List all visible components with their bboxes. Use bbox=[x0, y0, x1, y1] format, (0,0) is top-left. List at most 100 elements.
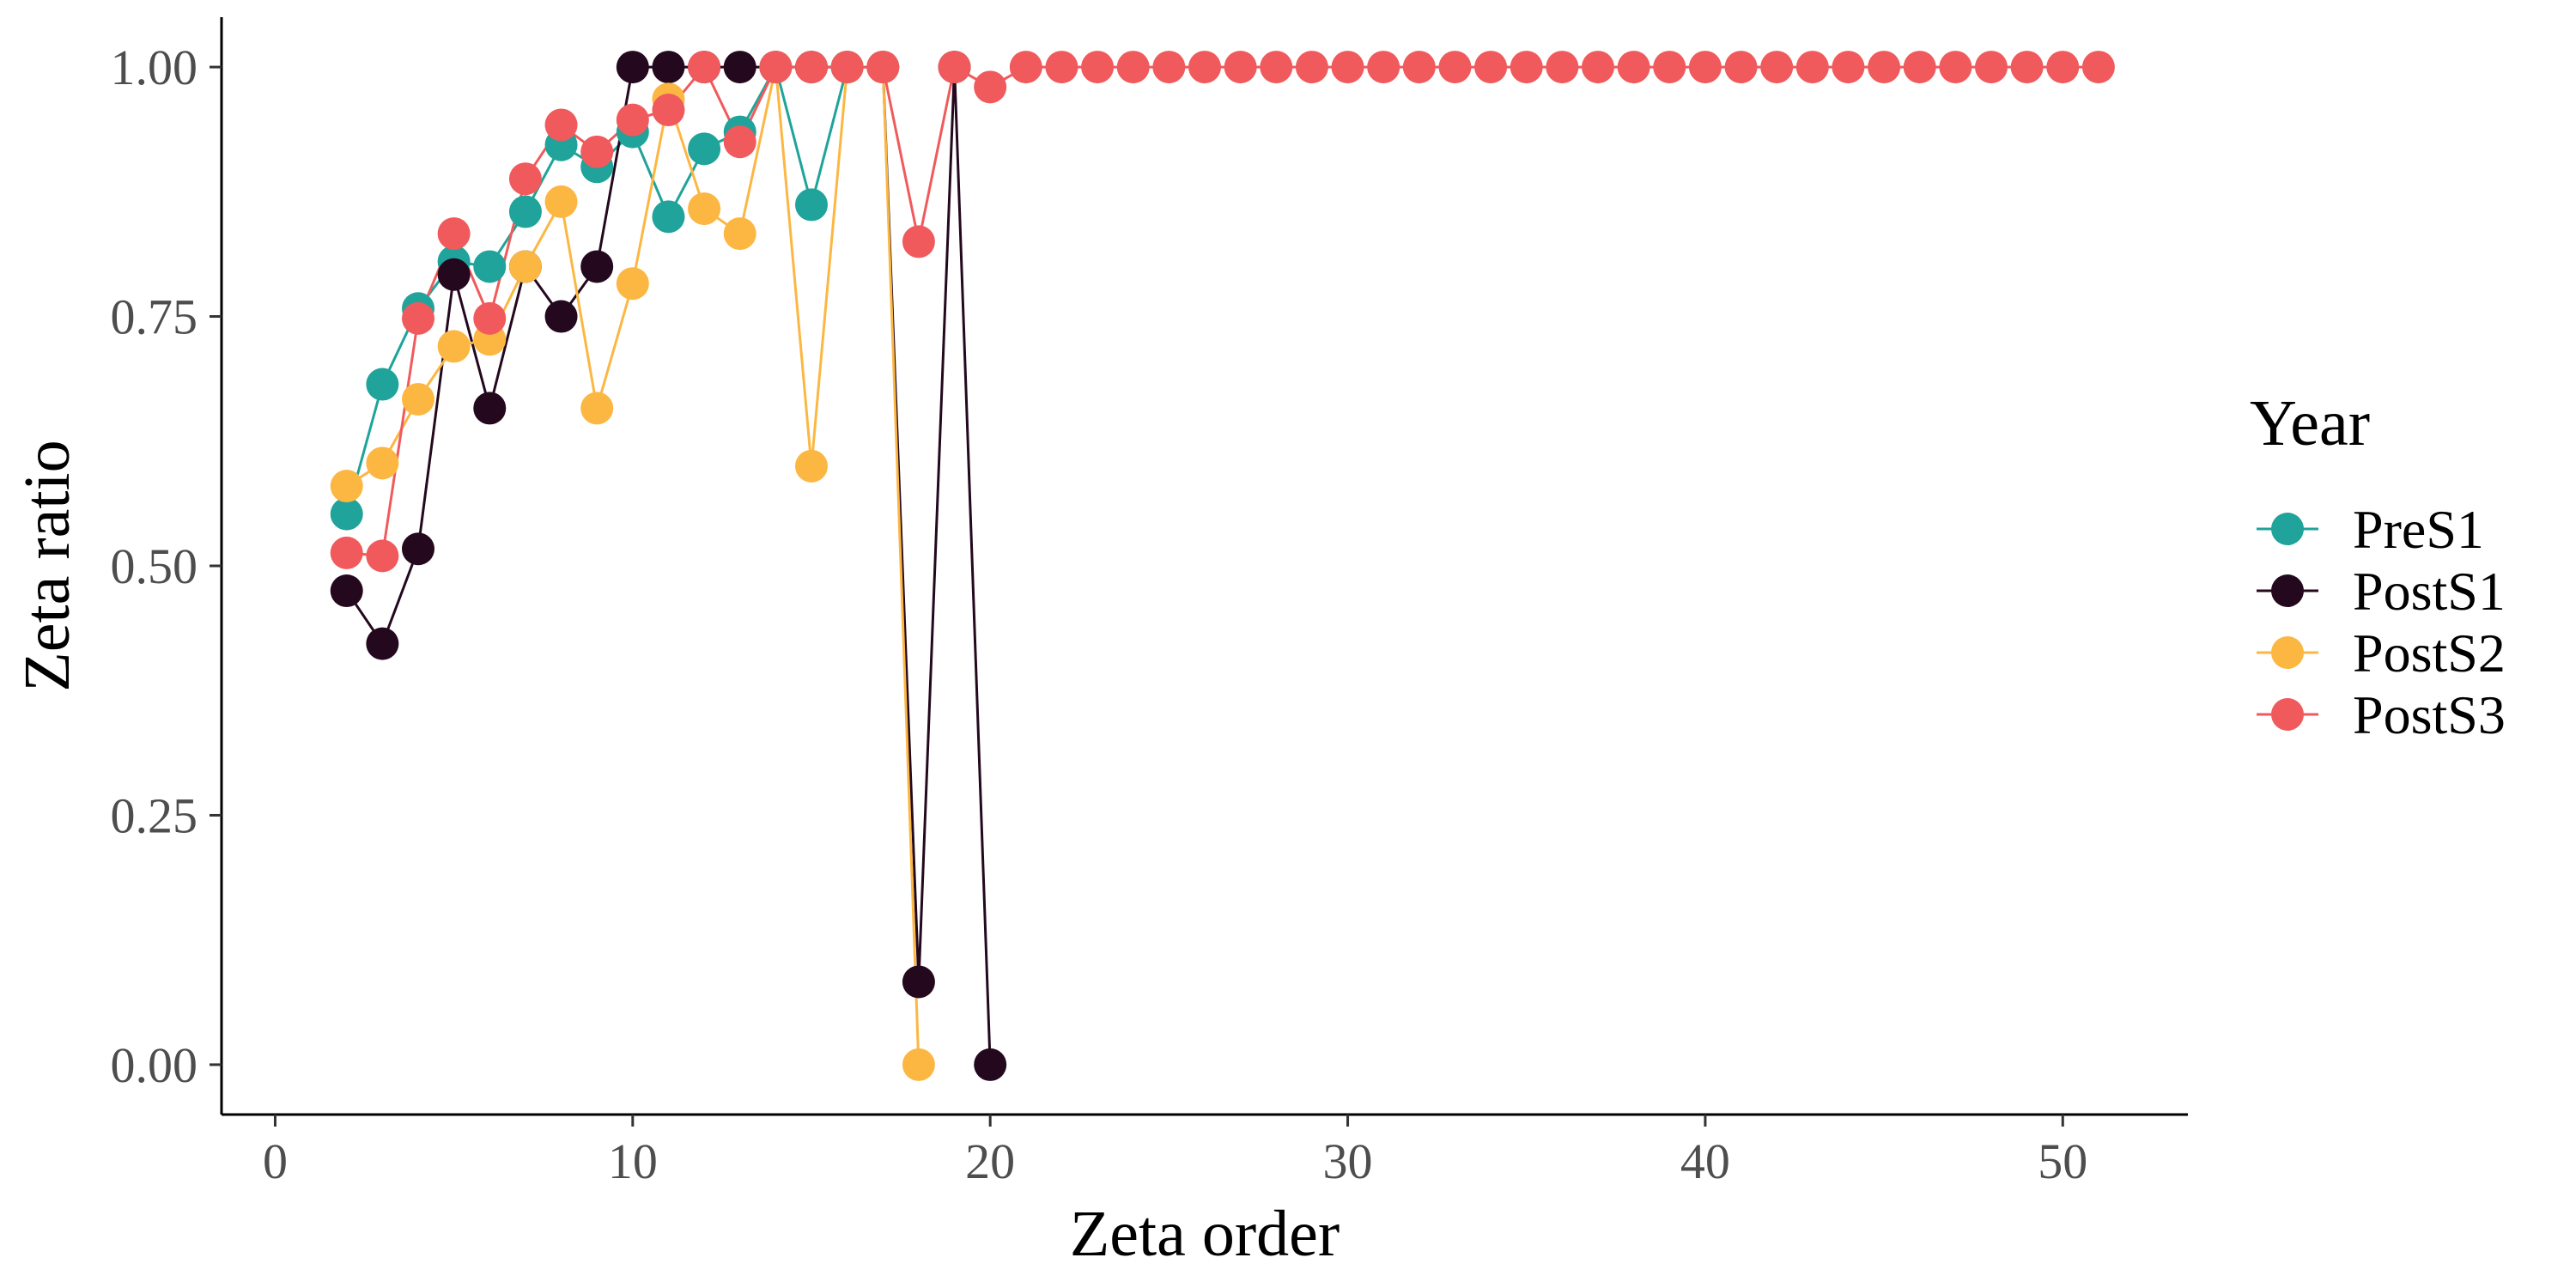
data-point bbox=[723, 51, 756, 84]
data-point bbox=[866, 51, 900, 84]
y-tick-label: 0.25 bbox=[111, 787, 198, 843]
data-point bbox=[1152, 51, 1186, 84]
data-point bbox=[544, 185, 578, 218]
data-point bbox=[1975, 51, 2008, 84]
data-point bbox=[1474, 51, 1508, 84]
data-point bbox=[1295, 51, 1328, 84]
series-PreS1 bbox=[345, 64, 884, 514]
data-point bbox=[616, 103, 649, 137]
data-point bbox=[1582, 51, 1614, 84]
x-axis-title: Zeta order bbox=[1070, 1198, 1340, 1270]
x-axis-ticks: 0 10 20 30 40 50 bbox=[263, 1115, 2087, 1189]
data-point bbox=[544, 108, 578, 142]
data-point bbox=[437, 258, 471, 291]
data-point bbox=[1188, 51, 1221, 84]
series-line bbox=[345, 65, 920, 1065]
data-point bbox=[580, 392, 614, 425]
data-point bbox=[544, 300, 578, 333]
data-point bbox=[402, 532, 434, 566]
y-axis-ticks: 0.00 0.25 0.50 0.75 1.00 bbox=[111, 39, 222, 1093]
data-point bbox=[974, 70, 1007, 104]
data-point bbox=[723, 217, 756, 251]
data-point bbox=[1438, 51, 1472, 84]
data-point bbox=[580, 135, 614, 168]
data-point bbox=[688, 51, 721, 84]
data-point bbox=[902, 225, 935, 258]
series-PostS3 bbox=[346, 64, 2099, 557]
data-point bbox=[508, 195, 542, 228]
x-tick-label: 40 bbox=[1680, 1133, 1730, 1189]
x-tick-label: 0 bbox=[263, 1133, 288, 1189]
data-point bbox=[437, 330, 471, 363]
y-tick-label: 0.00 bbox=[111, 1037, 198, 1093]
data-point bbox=[688, 192, 721, 226]
y-tick-label: 0.75 bbox=[111, 289, 198, 345]
series-points-PostS2 bbox=[330, 51, 935, 1081]
legend-label: PostS2 bbox=[2353, 623, 2506, 683]
data-point bbox=[1546, 51, 1579, 84]
legend-key-point bbox=[2271, 574, 2304, 607]
data-point bbox=[2081, 51, 2115, 84]
data-point bbox=[330, 470, 363, 503]
data-point bbox=[1617, 51, 1650, 84]
legend-key-point bbox=[2271, 513, 2304, 545]
data-point bbox=[330, 536, 363, 569]
legend-label: PostS1 bbox=[2353, 561, 2506, 622]
data-point bbox=[1903, 51, 1936, 84]
data-point bbox=[1116, 51, 1150, 84]
legend-item: PreS1 bbox=[2257, 499, 2484, 560]
plot-area: 0 10 20 30 40 50 0.00 0.25 0.50 0.75 1.00 bbox=[111, 17, 2188, 1189]
data-point bbox=[1367, 51, 1400, 84]
data-point bbox=[1724, 51, 1758, 84]
x-tick-label: 50 bbox=[2038, 1133, 2087, 1189]
x-tick-label: 20 bbox=[965, 1133, 1015, 1189]
data-point bbox=[330, 497, 363, 531]
data-point bbox=[652, 51, 685, 84]
y-axis-title: Zeta ratio bbox=[11, 440, 83, 691]
legend-label: PreS1 bbox=[2353, 499, 2484, 560]
data-point bbox=[508, 250, 542, 283]
data-point bbox=[902, 1048, 935, 1081]
y-tick-label: 0.50 bbox=[111, 538, 198, 594]
data-point bbox=[366, 539, 399, 573]
data-point bbox=[1045, 51, 1078, 84]
data-point bbox=[759, 51, 793, 84]
data-point bbox=[473, 301, 507, 335]
legend-item: PostS3 bbox=[2257, 684, 2506, 745]
data-point bbox=[1868, 51, 1901, 84]
x-tick-label: 10 bbox=[608, 1133, 658, 1189]
data-point bbox=[1653, 51, 1686, 84]
data-point bbox=[402, 301, 434, 335]
data-point bbox=[437, 217, 471, 251]
data-point bbox=[1224, 51, 1257, 84]
data-point bbox=[1260, 51, 1293, 84]
data-point bbox=[1009, 51, 1042, 84]
data-point bbox=[616, 267, 649, 301]
data-point bbox=[902, 965, 935, 999]
data-point bbox=[1688, 51, 1722, 84]
data-point bbox=[1939, 51, 1972, 84]
legend-item: PostS1 bbox=[2257, 561, 2506, 622]
legend-item: PostS2 bbox=[2257, 623, 2506, 683]
data-point bbox=[580, 250, 614, 283]
x-tick-label: 30 bbox=[1323, 1133, 1373, 1189]
data-point bbox=[830, 51, 864, 84]
legend-key-point bbox=[2271, 636, 2304, 669]
data-point bbox=[723, 125, 756, 159]
data-point bbox=[2010, 51, 2044, 84]
series-line bbox=[345, 64, 884, 514]
data-point bbox=[2046, 51, 2080, 84]
series-PostS2 bbox=[345, 65, 920, 1065]
legend-key-point bbox=[2271, 698, 2304, 731]
data-point bbox=[366, 368, 399, 401]
data-point bbox=[795, 188, 828, 222]
data-point bbox=[1081, 51, 1115, 84]
data-point bbox=[508, 162, 542, 196]
data-point bbox=[616, 51, 649, 84]
data-point bbox=[1832, 51, 1865, 84]
data-point bbox=[366, 447, 399, 480]
legend-label: PostS3 bbox=[2353, 684, 2506, 745]
data-point bbox=[795, 449, 828, 483]
data-point bbox=[473, 392, 507, 425]
